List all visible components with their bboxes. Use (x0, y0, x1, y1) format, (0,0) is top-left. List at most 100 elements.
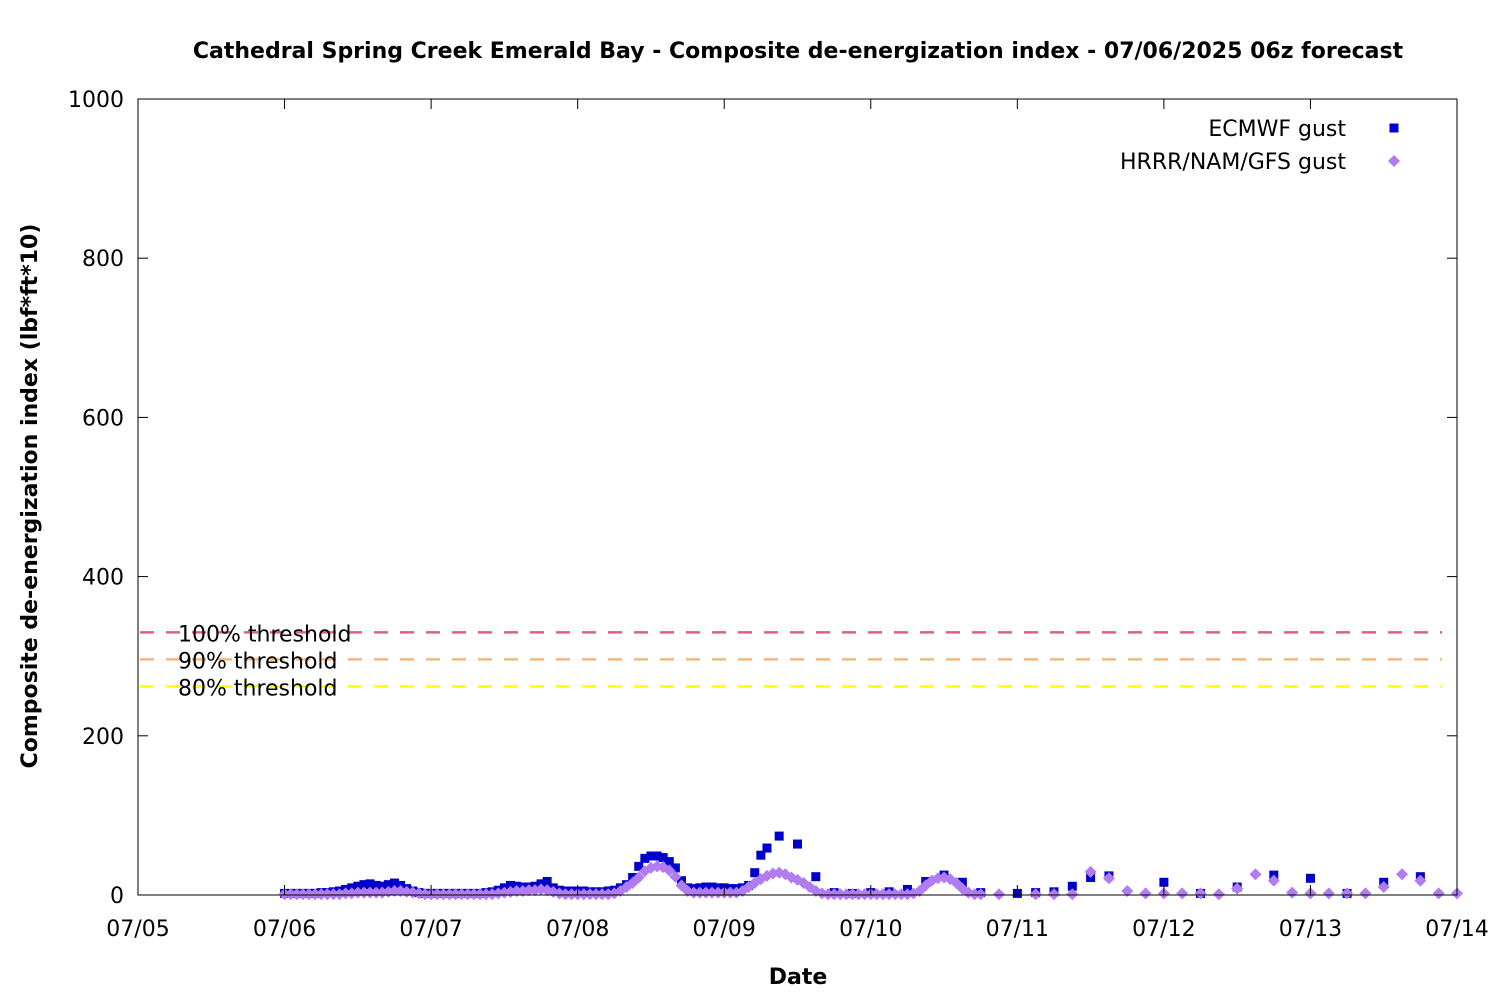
hrrr-point (870, 888, 883, 901)
y-tick-label: 0 (110, 884, 124, 909)
hrrr-point (889, 888, 902, 901)
hrrr-point (974, 888, 987, 901)
ecmwf-point (652, 851, 662, 861)
x-tick-label: 07/06 (253, 917, 316, 942)
hrrr-point (370, 886, 383, 899)
y-tick-label: 400 (82, 566, 124, 591)
hrrr-point (1212, 888, 1225, 901)
y-tick-label: 1000 (68, 88, 124, 113)
hrrr-point (302, 888, 315, 901)
hrrr-point (351, 886, 364, 899)
ecmwf-point (762, 843, 772, 853)
threshold-label: 100% threshold (178, 622, 352, 647)
hrrr-point (968, 888, 981, 901)
hrrr-point (1341, 887, 1354, 900)
hrrr-point (357, 886, 370, 899)
hrrr-point (1267, 874, 1280, 887)
hrrr-point (431, 888, 444, 901)
ecmwf-point (957, 877, 967, 887)
hrrr-point (467, 888, 480, 901)
x-tick-label: 07/12 (1132, 917, 1195, 942)
hrrr-point (1066, 888, 1079, 901)
hrrr-point (706, 886, 719, 899)
hrrr-point (290, 888, 303, 901)
hrrr-point (449, 888, 462, 901)
ecmwf-point (371, 880, 381, 890)
legend-marker-square (1389, 123, 1399, 133)
hrrr-point (364, 886, 377, 899)
ecmwf-point (542, 876, 552, 886)
ecmwf-point (359, 880, 369, 890)
hrrr-point (712, 886, 725, 899)
hrrr-point (1176, 887, 1189, 900)
hrrr-point (669, 870, 682, 883)
hrrr-point (828, 888, 841, 901)
hrrr-point (1286, 886, 1299, 899)
hrrr-point (687, 886, 700, 899)
ecmwf-point (389, 878, 399, 888)
ecmwf-point (634, 861, 644, 871)
axis-ticks: 0 200 400 600 800 1000 07/05 07/06 07/07 07/08 07/… (68, 88, 1489, 942)
legend-marker-diamond (1388, 155, 1400, 167)
hrrr-point (388, 885, 401, 898)
hrrr-point (559, 888, 572, 901)
hrrr-point (693, 886, 706, 899)
ecmwf-point (750, 868, 760, 878)
hrrr-point (589, 888, 602, 901)
hrrr-point (1121, 885, 1134, 898)
ecmwf-point (353, 881, 363, 891)
ecmwf-point (658, 853, 668, 863)
legend: ECMWF gust HRRR/NAM/GFS gust (1120, 117, 1400, 175)
hrrr-point (1084, 865, 1097, 878)
data-points (278, 831, 1463, 901)
hrrr-point (699, 886, 712, 899)
x-tick-label: 07/13 (1279, 917, 1342, 942)
hrrr-point (846, 888, 859, 901)
x-tick-label: 07/08 (546, 917, 609, 942)
hrrr-point (1359, 887, 1372, 900)
hrrr-point (327, 888, 340, 901)
hrrr-point (443, 888, 456, 901)
x-axis-label: Date (769, 965, 828, 990)
hrrr-point (822, 888, 835, 901)
ecmwf-point (377, 881, 387, 891)
ecmwf-point (640, 853, 650, 863)
legend-label: ECMWF gust (1208, 117, 1346, 142)
hrrr-point (296, 888, 309, 901)
x-tick-label: 07/09 (693, 917, 756, 942)
y-tick-label: 600 (82, 406, 124, 431)
hrrr-point (510, 885, 523, 898)
hrrr-point (437, 888, 450, 901)
hrrr-point (852, 888, 865, 901)
hrrr-point (321, 888, 334, 901)
hrrr-point (1377, 881, 1390, 894)
hrrr-point (876, 888, 889, 901)
hrrr-point (1102, 872, 1115, 885)
hrrr-point (339, 887, 352, 900)
hrrr-point (577, 888, 590, 901)
y-tick-label: 200 (82, 725, 124, 750)
hrrr-point (419, 888, 432, 901)
x-tick-label: 07/10 (839, 917, 902, 942)
x-tick-label: 07/07 (399, 917, 462, 942)
hrrr-point (663, 864, 676, 877)
hrrr-point (1194, 887, 1207, 900)
ecmwf-point (365, 879, 375, 889)
hrrr-point (1322, 887, 1335, 900)
ecmwf-point (1159, 877, 1169, 887)
ecmwf-point (670, 863, 680, 873)
plot-frame (137, 98, 1458, 896)
hrrr-point (522, 884, 535, 897)
ecmwf-point (505, 880, 515, 890)
ecmwf-point (646, 851, 656, 861)
hrrr-point (993, 888, 1006, 901)
hrrr-point (565, 888, 578, 901)
ecmwf-point (756, 850, 766, 860)
hrrr-point (309, 888, 322, 901)
ecmwf-point (1067, 881, 1077, 891)
threshold-label: 80% threshold (178, 676, 338, 701)
ecmwf-point (811, 872, 821, 882)
hrrr-point (840, 888, 853, 901)
